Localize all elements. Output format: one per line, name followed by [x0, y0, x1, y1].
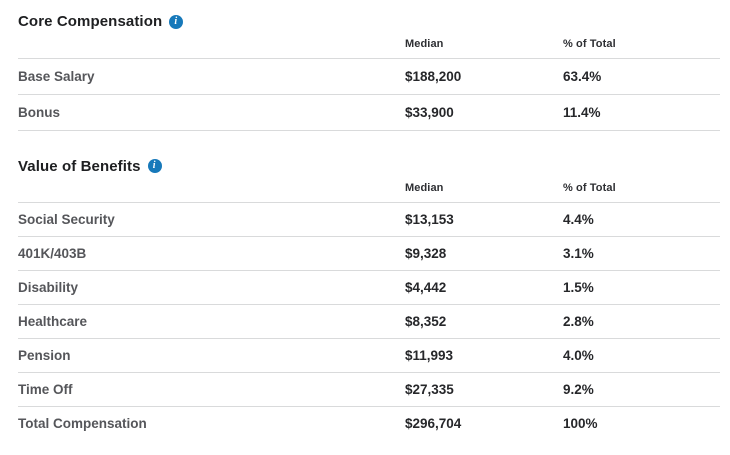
table-row: Pension $11,993 4.0%: [18, 338, 720, 373]
info-circle-icon[interactable]: i: [147, 159, 162, 173]
row-label: Pension: [18, 338, 405, 373]
core-compensation-section: Core Compensation i Median % of Total Ba…: [0, 0, 730, 131]
median-value: $8,352: [405, 304, 563, 339]
pct-of-total-column-header: % of Total: [563, 30, 720, 59]
median-value: $27,335: [405, 372, 563, 407]
median-value: $13,153: [405, 202, 563, 237]
pct-of-total-value: 3.1%: [563, 236, 720, 271]
table-row: Disability $4,442 1.5%: [18, 270, 720, 305]
core-compensation-table: Median % of Total Base Salary $188,200 63.…: [18, 30, 720, 131]
median-value: $11,993: [405, 338, 563, 373]
pct-of-total-value: 11.4%: [563, 94, 720, 131]
median-value: $296,704: [405, 416, 462, 432]
section-title: Value of Benefits: [18, 157, 141, 175]
median-value: $9,328: [405, 236, 563, 271]
blank-header-cell: [18, 30, 405, 59]
row-label: 401K/403B: [18, 236, 405, 271]
table-row: Base Salary $188,200 63.4%: [18, 58, 720, 95]
section-title: Core Compensation: [18, 13, 163, 30]
table-row: Healthcare $8,352 2.8%: [18, 304, 720, 339]
row-label: Time Off: [18, 372, 405, 407]
info-circle-icon[interactable]: i: [169, 14, 184, 29]
row-label: Total Compensation: [18, 416, 147, 432]
value-of-benefits-section: Value of Benefits i Median % of Total So…: [0, 158, 730, 441]
pct-of-total-value: 4.0%: [563, 338, 720, 373]
row-label: Social Security: [18, 202, 405, 237]
pct-of-total-value: 2.8%: [563, 304, 720, 339]
pct-of-total-value: 9.2%: [563, 372, 720, 407]
value-of-benefits-heading: Value of Benefits i: [18, 158, 720, 175]
table-header-row: Median % of Total: [18, 30, 720, 59]
median-value: $33,900: [405, 94, 563, 131]
pct-of-total-value: 63.4%: [563, 58, 720, 95]
table-row: Time Off $27,335 9.2%: [18, 372, 720, 407]
median-value: $188,200: [405, 58, 563, 95]
core-compensation-heading: Core Compensation i: [18, 13, 720, 30]
table-row: Social Security $13,153 4.4%: [18, 202, 720, 237]
median-column-header: Median: [405, 30, 563, 59]
blank-header-cell: [18, 174, 405, 203]
pct-of-total-column-header: % of Total: [563, 174, 720, 203]
row-label: Base Salary: [18, 58, 405, 95]
row-label: Healthcare: [18, 304, 405, 339]
table-row: Bonus $33,900 11.4%: [18, 94, 720, 131]
value-of-benefits-table: Median % of Total Social Security $13,153…: [18, 174, 720, 441]
table-row: 401K/403B $9,328 3.1%: [18, 236, 720, 271]
table-row: Total Compensation $296,704 100%: [18, 407, 720, 441]
median-column-header: Median: [405, 174, 563, 203]
pct-of-total-value: 1.5%: [563, 270, 720, 305]
pct-of-total-value: 100%: [563, 416, 598, 432]
row-label: Disability: [18, 270, 405, 305]
median-value: $4,442: [405, 270, 563, 305]
pct-of-total-value: 4.4%: [563, 202, 720, 237]
table-header-row: Median % of Total: [18, 174, 720, 203]
row-label: Bonus: [18, 94, 405, 131]
